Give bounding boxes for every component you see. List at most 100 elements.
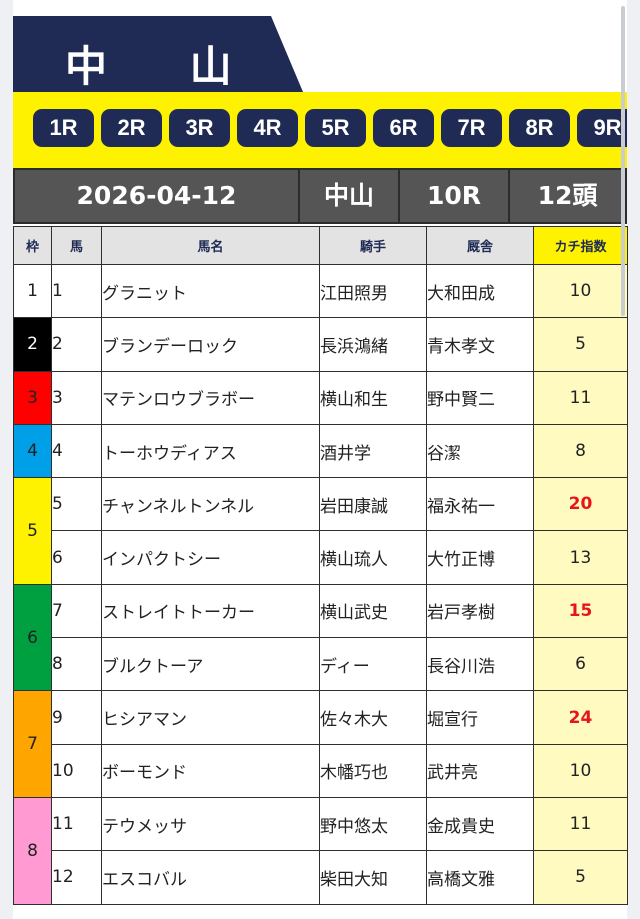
horse-name: チャンネルトンネル [101,477,320,532]
stable-name: 青木孝文 [426,317,534,372]
horse-name: エスコバル [101,850,320,905]
horse-name: ストレイトトーカー [101,583,320,639]
entries-body: 1 1 グラニット 江田照男 大和田成 10 2 2 ブランデーロック 長浜鴻緒 青木孝文 5 3 3 マテ… [13,263,628,905]
horse-number: 1 [51,263,102,319]
waku-cell: 3 [13,370,52,425]
waku-cell: 6 [13,583,52,692]
waku-cell: 4 [13,423,52,479]
kachi-score: 5 [533,850,628,905]
race-number: 10R [400,170,510,222]
jockey-name: 横山武史 [319,583,427,639]
entries-table: 枠 馬 馬名 騎手 厩舎 カチ指数 1 1 グラニット 江田照男 大和田成 10 2 2 ブラン… [13,226,628,905]
jockey-name: 横山和生 [319,370,427,425]
stable-name: 福永祐一 [426,477,534,532]
stable-name: 武井亮 [426,743,534,798]
horse-number: 8 [51,637,102,692]
stable-name: 金成貴史 [426,796,534,852]
race-venue: 中山 [300,170,400,222]
horse-number: 9 [51,690,102,745]
horse-name: ボーモンド [101,743,320,798]
table-row[interactable]: 6 7 ストレイトトーカー 横山武史 岩戸孝樹 15 [13,583,628,692]
table-row[interactable]: 1 1 グラニット 江田照男 大和田成 10 [13,263,628,319]
column-stable: 厩舎 [426,226,534,265]
table-row[interactable]: 6 インパクトシー 横山琉人 大竹正博 13 [14,530,628,585]
horse-name: マテンロウブラボー [101,370,320,425]
runner-count: 12頭 [537,181,598,210]
table-row[interactable]: 2 2 ブランデーロック 長浜鴻緒 青木孝文 5 [13,317,628,372]
stable-name: 堀宣行 [426,690,534,745]
horse-name: グラニット [101,263,320,319]
table-row[interactable]: 7 9 ヒシアマン 佐々木大 堀宣行 24 [13,690,628,798]
kachi-score: 11 [533,796,628,852]
kachi-score: 8 [533,423,628,479]
race-date: 2026-04-12 [15,170,300,222]
horse-number: 10 [51,743,102,798]
stable-name: 大和田成 [426,263,534,319]
scrollbar[interactable] [621,6,625,316]
venue-tab-shape [13,16,303,92]
table-row[interactable]: 10 ボーモンド 木幡巧也 武井亮 10 [14,743,628,798]
jockey-name: 酒井学 [319,423,427,479]
column-score: カチ指数 [533,226,628,265]
jockey-name: 柴田大知 [319,850,427,905]
venue-title: 中 山 [65,42,266,91]
race-button-8r[interactable]: 8R [509,109,570,147]
waku-cell: 8 [13,796,52,905]
race-button-4r[interactable]: 4R [237,109,298,147]
jockey-name: 長浜鴻緒 [319,317,427,372]
horse-number: 2 [51,317,102,372]
horse-number: 7 [51,583,102,639]
table-row[interactable]: 8 11 テウメッサ 野中悠太 金成貴史 11 [13,796,628,905]
waku-cell: 5 [13,477,52,585]
jockey-name: 野中悠太 [319,796,427,852]
stable-name: 岩戸孝樹 [426,583,534,639]
kachi-score: 6 [533,637,628,692]
table-row[interactable]: 3 3 マテンロウブラボー 横山和生 野中賢二 11 [13,370,628,425]
horse-number: 6 [51,530,102,585]
table-row[interactable]: 8 ブルクトーア ディー 長谷川浩 6 [14,637,628,692]
stable-name: 大竹正博 [426,530,534,585]
race-button-2r[interactable]: 2R [101,109,162,147]
race-info-bar: 2026-04-12 中山 10R 12頭 [13,168,627,224]
table-row[interactable]: 5 5 チャンネルトンネル 岩田康誠 福永祐一 20 [13,477,628,585]
jockey-name: ディー [319,637,427,692]
kachi-score: 24 [533,690,628,745]
horse-number: 12 [51,850,102,905]
stable-name: 長谷川浩 [426,637,534,692]
horse-name: トーホウディアス [101,423,320,479]
race-button-6r[interactable]: 6R [373,109,434,147]
column-jockey: 騎手 [319,226,427,265]
race-button-5r[interactable]: 5R [305,109,366,147]
race-button-7r[interactable]: 7R [441,109,502,147]
horse-name: ブランデーロック [101,317,320,372]
horse-number: 5 [51,477,102,532]
jockey-name: 横山琉人 [319,530,427,585]
jockey-name: 木幡巧也 [319,743,427,798]
race-button-3r[interactable]: 3R [169,109,230,147]
horse-name: テウメッサ [101,796,320,852]
race-selector-bar: 1R 2R 3R 4R 5R 6R 7R 8R 9R [13,92,627,168]
kachi-score: 15 [533,583,628,639]
race-card-page: 中 山 1R 2R 3R 4R 5R 6R 7R 8R 9R 2026-04-1… [13,0,628,919]
table-row[interactable]: 12 エスコバル 柴田大知 高橋文雅 5 [14,850,628,905]
stable-name: 谷潔 [426,423,534,479]
table-header-row: 枠 馬 馬名 騎手 厩舎 カチ指数 [13,226,628,265]
kachi-score: 10 [533,263,628,319]
kachi-score: 13 [533,530,628,585]
table-row[interactable]: 4 4 トーホウディアス 酒井学 谷潔 8 [13,423,628,479]
horse-number: 3 [51,370,102,425]
jockey-name: 岩田康誠 [319,477,427,532]
race-button-9r[interactable]: 9R [577,109,627,147]
horse-number: 11 [51,796,102,852]
kachi-score: 5 [533,317,628,372]
horse-number: 4 [51,423,102,479]
waku-cell: 7 [13,690,52,798]
kachi-score: 11 [533,370,628,425]
kachi-score: 20 [533,477,628,532]
horse-name: ヒシアマン [101,690,320,745]
horse-name: インパクトシー [101,530,320,585]
column-name: 馬名 [101,226,320,265]
stable-name: 野中賢二 [426,370,534,425]
race-button-1r[interactable]: 1R [33,109,94,147]
kachi-score: 10 [533,743,628,798]
